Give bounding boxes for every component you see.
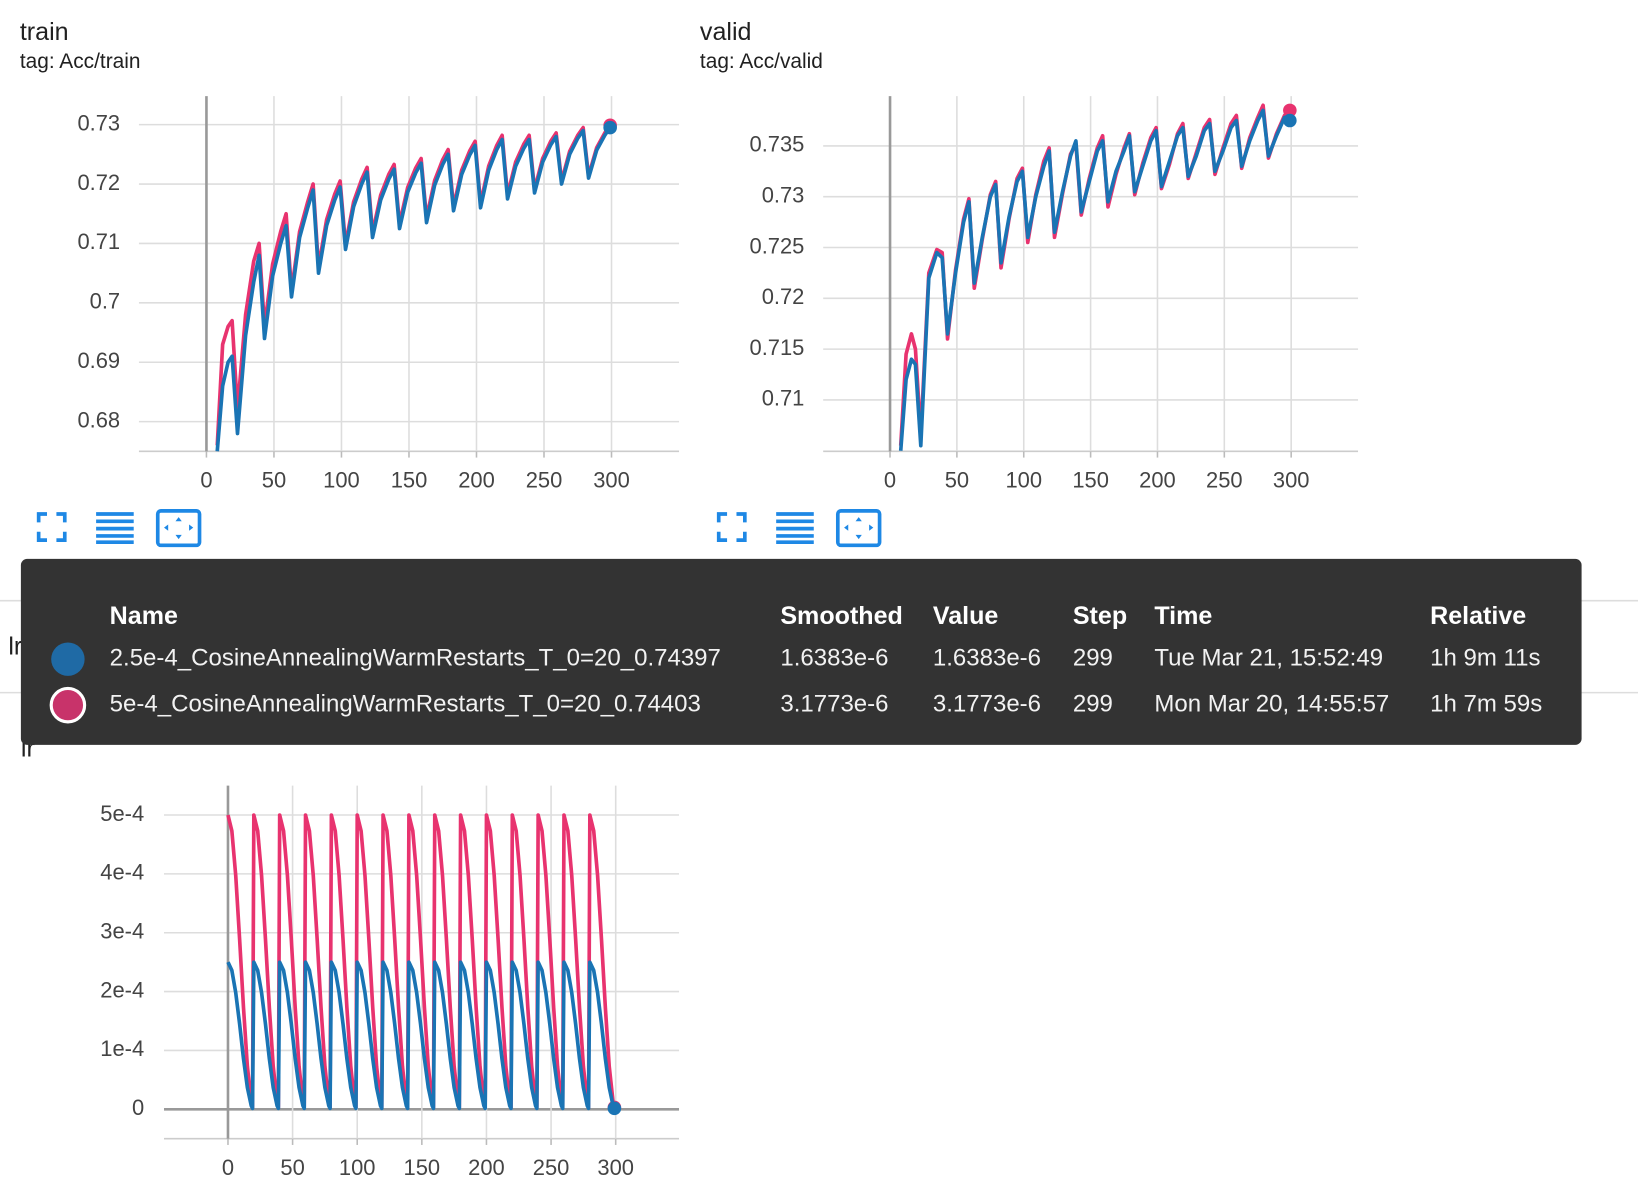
y-tick-label: 0.725	[750, 233, 805, 258]
x-tick-label: 0	[884, 467, 896, 492]
y-tick-label: 4e-4	[100, 860, 144, 885]
end-marker	[607, 1101, 622, 1116]
y-tick-label: 0.73	[77, 110, 120, 135]
x-tick-label: 0	[222, 1155, 234, 1180]
table-cell: 299	[1073, 691, 1113, 718]
y-tick-label: 0.71	[77, 229, 120, 254]
x-tick-label: 150	[1072, 467, 1109, 492]
series-line	[898, 108, 1291, 451]
x-tick-label: 200	[1139, 467, 1176, 492]
chart-title: valid	[700, 18, 752, 46]
chart-subtitle: tag: Acc/valid	[700, 50, 823, 73]
table-cell: 299	[1073, 645, 1113, 672]
x-tick-label: 250	[1206, 467, 1243, 492]
y-tick-label: 0.69	[77, 348, 120, 373]
x-tick-label: 50	[945, 467, 969, 492]
toggle-log-button[interactable]	[96, 512, 134, 545]
y-tick-label: 2e-4	[100, 977, 144, 1002]
y-tick-label: 0.72	[77, 170, 120, 195]
chart-toolbar	[716, 509, 882, 548]
column-header: Name	[110, 602, 178, 630]
fullscreen-button[interactable]	[716, 512, 747, 542]
chart-subtitle: tag: Acc/train	[20, 50, 141, 73]
y-tick-label: 0.68	[77, 407, 120, 432]
column-header: Step	[1073, 602, 1127, 630]
y-tick-label: 0.71	[762, 386, 805, 411]
y-tick-label: 3e-4	[100, 919, 144, 944]
x-tick-label: 300	[1273, 467, 1310, 492]
toggle-log-button[interactable]	[776, 512, 814, 545]
table-cell: Tue Mar 21, 15:52:49	[1154, 645, 1383, 672]
table-cell: 1.6383e-6	[780, 645, 888, 672]
charts: train tag: Acc/train 0.68 0.69 0.7 0.71 0.72 0.…	[20, 18, 1359, 1180]
x-tick-label: 100	[323, 467, 360, 492]
fit-domain-button[interactable]	[155, 509, 202, 548]
run-color-swatch	[51, 642, 85, 676]
x-tick-label: 150	[391, 467, 428, 492]
x-tick-label: 300	[597, 1155, 634, 1180]
y-tick-label: 0.7	[90, 289, 120, 314]
x-tick-label: 150	[404, 1155, 441, 1180]
column-header: Time	[1154, 602, 1212, 630]
tooltip-background	[20, 558, 1582, 745]
y-tick-label: 0	[132, 1095, 144, 1120]
y-tick-label: 0.735	[750, 132, 805, 157]
x-tick-label: 100	[339, 1155, 376, 1180]
x-tick-label: 50	[262, 467, 286, 492]
table-cell: 2.5e-4_CosineAnnealingWarmRestarts_T_0=2…	[110, 645, 721, 672]
y-tick-label: 1e-4	[100, 1036, 144, 1061]
x-tick-label: 50	[280, 1155, 304, 1180]
x-tick-label: 0	[200, 467, 212, 492]
y-tick-label: 0.72	[762, 284, 805, 309]
column-header: Smoothed	[780, 602, 903, 630]
y-tick-label: 0.715	[750, 335, 805, 360]
x-tick-label: 300	[593, 467, 630, 492]
end-marker	[1283, 103, 1297, 118]
x-tick-label: 250	[526, 467, 563, 492]
end-marker	[603, 120, 617, 135]
section-title: lr	[8, 632, 22, 660]
fit-domain-button[interactable]	[835, 509, 882, 548]
y-tick-label: 0.73	[762, 183, 805, 208]
x-tick-label: 100	[1005, 467, 1042, 492]
series-line	[226, 813, 617, 1110]
end-marker	[1283, 113, 1297, 128]
chart-title: train	[20, 18, 69, 46]
chart-toolbar	[36, 509, 202, 548]
fullscreen-button[interactable]	[36, 512, 67, 542]
run-color-swatch	[49, 686, 87, 724]
x-tick-label: 200	[468, 1155, 505, 1180]
x-tick-label: 250	[533, 1155, 570, 1180]
table-cell: 3.1773e-6	[780, 691, 888, 718]
tooltip: Name Smoothed Value Step Time Relative 2.5e-4_…	[20, 558, 1582, 745]
table-cell: 1.6383e-6	[933, 645, 1041, 672]
series-line	[215, 126, 612, 452]
table-cell: Mon Mar 20, 14:55:57	[1154, 691, 1389, 718]
table-cell: 3.1773e-6	[933, 691, 1041, 718]
series-line	[226, 960, 617, 1111]
x-tick-label: 200	[458, 467, 495, 492]
chart-panel: valid tag: Acc/valid 0.71 0.715 0.72 0.725 0.7…	[700, 18, 1359, 492]
chart-panel: train tag: Acc/train 0.68 0.69 0.7 0.71 0.72 0.…	[20, 18, 680, 492]
table-cell: 1h 9m 11s	[1430, 645, 1540, 672]
y-tick-label: 5e-4	[100, 801, 144, 826]
column-header: Value	[933, 602, 999, 630]
column-header: Relative	[1430, 602, 1526, 630]
table-cell: 5e-4_CosineAnnealingWarmRestarts_T_0=20_…	[110, 691, 701, 718]
table-cell: 1h 7m 59s	[1430, 691, 1542, 718]
